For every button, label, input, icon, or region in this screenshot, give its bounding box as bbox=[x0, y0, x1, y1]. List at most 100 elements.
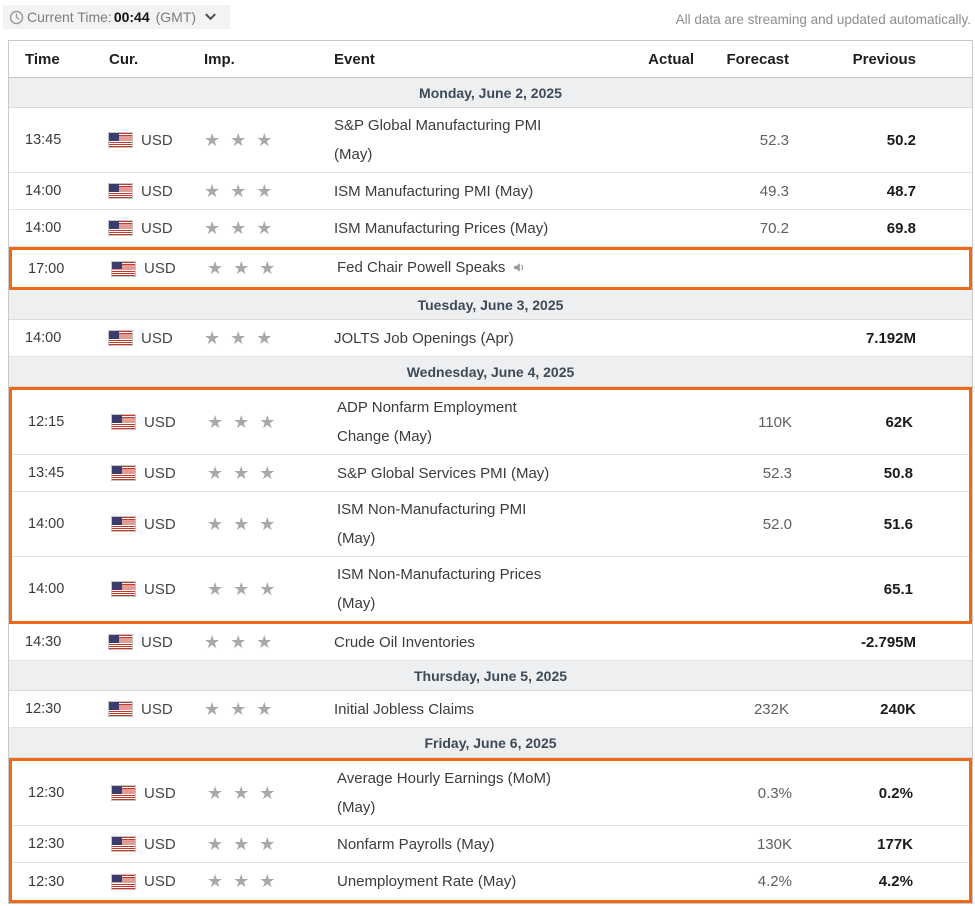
importance-star-icon: ★ bbox=[207, 258, 224, 278]
importance-star-icon: ★ bbox=[256, 631, 273, 652]
day-header: Thursday, June 5, 2025 bbox=[9, 661, 972, 691]
currency-cell: USD bbox=[112, 785, 207, 802]
event-row[interactable]: 14:00 USD ★ ★ ★ JOLTS Job Openings (Apr) 7… bbox=[9, 320, 972, 357]
event-name[interactable]: ISM Non-Manufacturing PMI (May) bbox=[337, 495, 637, 553]
event-name[interactable]: S&P Global Services PMI (May) bbox=[337, 459, 637, 488]
event-name[interactable]: ISM Manufacturing Prices (May) bbox=[334, 214, 634, 243]
event-name-line: Initial Jobless Claims bbox=[334, 700, 475, 718]
forecast-value: 4.2% bbox=[757, 873, 792, 890]
forecast-value: 52.3 bbox=[759, 131, 789, 149]
currency-code: USD bbox=[141, 633, 173, 651]
streaming-note: All data are streaming and updated autom… bbox=[675, 12, 971, 27]
forecast-value: 52.0 bbox=[762, 515, 792, 533]
event-name-line: Crude Oil Inventories bbox=[334, 633, 475, 651]
previous-value: 50.2 bbox=[886, 131, 916, 149]
column-header-previous: Previous bbox=[852, 50, 916, 68]
column-header-event: Event bbox=[334, 50, 375, 68]
currency-code: USD bbox=[141, 182, 173, 200]
event-row[interactable]: 14:00 USD ★ ★ ★ ISM Non-Manufacturing PMI (… bbox=[12, 492, 969, 557]
event-row[interactable]: 13:45 USD ★ ★ ★ S&P Global Manufacturing P… bbox=[9, 108, 972, 173]
event-name-line: (May) bbox=[337, 530, 376, 547]
importance-star-icon: ★ bbox=[259, 833, 276, 854]
importance-star-icon: ★ bbox=[204, 129, 221, 150]
importance-star-icon: ★ bbox=[256, 327, 273, 348]
previous-value: 4.2% bbox=[878, 873, 913, 890]
event-time: 12:30 bbox=[28, 836, 65, 852]
highlight-annotation-box: 12:15 USD ★ ★ ★ ADP Nonfarm Employment Chan… bbox=[9, 387, 972, 624]
importance-stars: ★ ★ ★ bbox=[207, 871, 337, 892]
importance-star-icon: ★ bbox=[207, 782, 224, 803]
us-flag-icon bbox=[109, 635, 132, 649]
event-row[interactable]: 14:30 USD ★ ★ ★ Crude Oil Inventories -2.7… bbox=[9, 624, 972, 661]
event-name-line: Average Hourly Earnings (MoM) bbox=[337, 770, 551, 787]
importance-star-icon: ★ bbox=[233, 462, 250, 483]
importance-star-icon: ★ bbox=[204, 327, 221, 348]
event-row[interactable]: 12:15 USD ★ ★ ★ ADP Nonfarm Employment Chan… bbox=[12, 390, 969, 455]
importance-star-icon: ★ bbox=[230, 217, 247, 238]
event-time: 14:00 bbox=[25, 220, 62, 236]
event-row[interactable]: 17:00 USD ★ ★ ★ Fed Chair Powell Speaks bbox=[12, 250, 969, 287]
importance-stars: ★ ★ ★ bbox=[204, 632, 334, 653]
current-time-selector[interactable]: Current Time: 00:44 (GMT) bbox=[3, 5, 231, 29]
us-flag-icon bbox=[109, 221, 132, 235]
importance-star-icon: ★ bbox=[256, 698, 273, 719]
event-name[interactable]: Initial Jobless Claims bbox=[334, 695, 634, 724]
currency-cell: USD bbox=[109, 220, 204, 237]
currency-code: USD bbox=[144, 580, 176, 598]
currency-cell: USD bbox=[112, 465, 207, 482]
currency-cell: USD bbox=[109, 701, 204, 718]
us-flag-icon bbox=[112, 786, 135, 800]
event-row[interactable]: 13:45 USD ★ ★ ★ S&P Global Services PMI (M… bbox=[12, 455, 969, 492]
event-row[interactable]: 12:30 USD ★ ★ ★ Average Hourly Earnings (M… bbox=[12, 761, 969, 826]
us-flag-icon bbox=[112, 874, 135, 889]
event-name[interactable]: JOLTS Job Openings (Apr) bbox=[334, 324, 634, 353]
event-row[interactable]: 12:30 USD ★ ★ ★ Nonfarm Payrolls (May) 130… bbox=[12, 826, 969, 863]
previous-value: 240K bbox=[880, 700, 916, 718]
event-row[interactable]: 12:30 USD ★ ★ ★ Unemployment Rate (May) 4.… bbox=[12, 863, 969, 900]
event-name[interactable]: ISM Non-Manufacturing Prices (May) bbox=[337, 560, 637, 618]
importance-star-icon: ★ bbox=[207, 578, 224, 599]
currency-code: USD bbox=[141, 131, 173, 149]
previous-value: 177K bbox=[877, 835, 913, 853]
column-header-forecast: Forecast bbox=[726, 50, 789, 68]
event-name[interactable]: Unemployment Rate (May) bbox=[337, 867, 637, 896]
event-name-line: Unemployment Rate (May) bbox=[337, 873, 517, 890]
event-name[interactable]: Fed Chair Powell Speaks bbox=[337, 253, 637, 284]
currency-code: USD bbox=[141, 700, 173, 718]
importance-star-icon: ★ bbox=[259, 871, 276, 891]
top-bar: Current Time: 00:44 (GMT) All data are s… bbox=[0, 0, 975, 29]
importance-stars: ★ ★ ★ bbox=[207, 463, 337, 484]
currency-code: USD bbox=[144, 784, 176, 802]
us-flag-icon bbox=[109, 702, 132, 716]
event-time: 14:00 bbox=[25, 183, 62, 199]
currency-code: USD bbox=[144, 464, 176, 482]
importance-stars: ★ ★ ★ bbox=[204, 130, 334, 151]
event-name[interactable]: Crude Oil Inventories bbox=[334, 628, 634, 657]
event-name[interactable]: Nonfarm Payrolls (May) bbox=[337, 830, 637, 859]
forecast-value: 49.3 bbox=[759, 182, 789, 200]
event-name-line: ISM Manufacturing Prices (May) bbox=[334, 219, 549, 237]
forecast-value: 110K bbox=[758, 413, 792, 431]
event-name[interactable]: ISM Manufacturing PMI (May) bbox=[334, 177, 634, 206]
event-row[interactable]: 12:30 USD ★ ★ ★ Initial Jobless Claims 232… bbox=[9, 691, 972, 728]
event-name[interactable]: ADP Nonfarm Employment Change (May) bbox=[337, 393, 637, 451]
event-time: 12:15 bbox=[28, 414, 65, 430]
importance-star-icon: ★ bbox=[207, 411, 224, 432]
event-name[interactable]: S&P Global Manufacturing PMI (May) bbox=[334, 111, 634, 169]
previous-value: 7.192M bbox=[865, 329, 916, 347]
event-name[interactable]: Average Hourly Earnings (MoM) (May) bbox=[337, 764, 637, 822]
chevron-down-icon[interactable] bbox=[205, 13, 216, 21]
importance-star-icon: ★ bbox=[259, 462, 276, 483]
us-flag-icon bbox=[112, 415, 135, 429]
importance-star-icon: ★ bbox=[207, 871, 224, 891]
importance-star-icon: ★ bbox=[230, 180, 247, 201]
event-row[interactable]: 14:00 USD ★ ★ ★ ISM Manufacturing Prices (… bbox=[9, 210, 972, 247]
event-time: 13:45 bbox=[28, 465, 65, 481]
importance-star-icon: ★ bbox=[230, 327, 247, 348]
currency-cell: USD bbox=[112, 873, 207, 890]
event-row[interactable]: 14:00 USD ★ ★ ★ ISM Manufacturing PMI (May… bbox=[9, 173, 972, 210]
currency-cell: USD bbox=[112, 836, 207, 853]
event-row[interactable]: 14:00 USD ★ ★ ★ ISM Non-Manufacturing Pric… bbox=[12, 557, 969, 621]
importance-star-icon: ★ bbox=[256, 129, 273, 150]
importance-stars: ★ ★ ★ bbox=[207, 579, 337, 600]
